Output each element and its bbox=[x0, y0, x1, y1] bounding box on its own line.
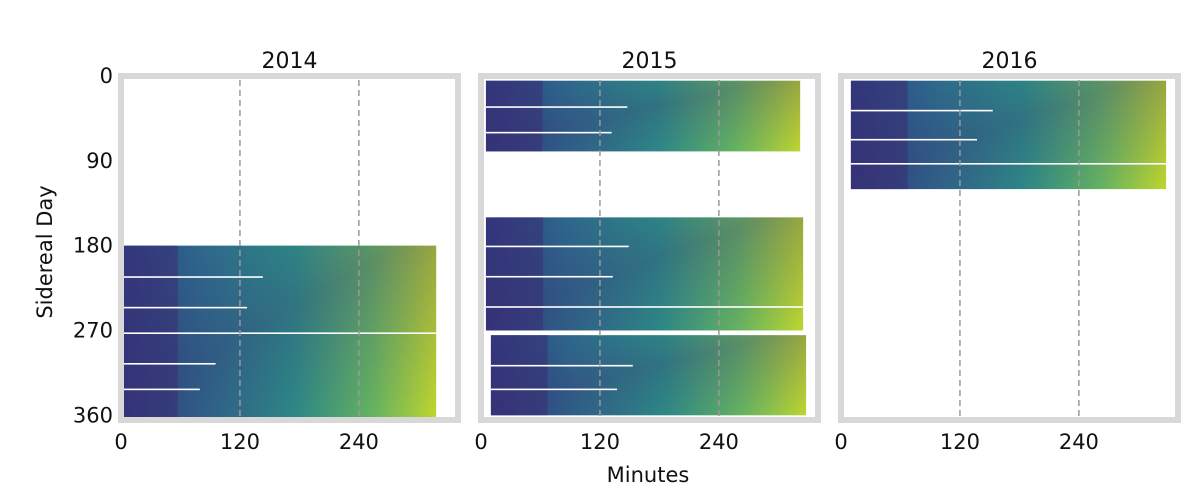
x-tick-label: 0 bbox=[114, 430, 127, 454]
panels: 2014 0 120 240 0 90 180 270 360 2015 0 120 240 2016 0 1… bbox=[73, 49, 1181, 454]
y-axis-label: Sidereal Day bbox=[33, 185, 57, 318]
data-gap-line bbox=[850, 109, 993, 112]
panel-2015: 2015 0 120 240 bbox=[474, 49, 821, 454]
y-tick-label: 90 bbox=[86, 149, 113, 173]
y-tick-label: 270 bbox=[73, 318, 113, 342]
panel-title: 2016 bbox=[982, 49, 1038, 74]
heatmap-edge bbox=[485, 80, 543, 152]
y-tick-label: 360 bbox=[73, 403, 113, 427]
x-tick-label: 0 bbox=[474, 430, 487, 454]
panel-frame bbox=[478, 73, 821, 423]
data-gap-line bbox=[485, 131, 612, 134]
data-gap-line bbox=[121, 276, 263, 278]
data-gap-line bbox=[121, 362, 216, 365]
x-tick-label: 120 bbox=[940, 430, 980, 454]
data-gap-line bbox=[490, 364, 633, 367]
heatmap-edge bbox=[485, 217, 544, 331]
data-gap-line bbox=[121, 306, 248, 309]
x-axis-label: Minutes bbox=[607, 463, 690, 487]
data-gap-line bbox=[121, 332, 437, 335]
data-gap-line bbox=[485, 275, 613, 278]
heatmap-edge bbox=[121, 245, 178, 418]
y-tick-label: 180 bbox=[73, 234, 113, 258]
heatmap-edge bbox=[490, 335, 548, 416]
panel-title: 2015 bbox=[622, 49, 678, 74]
panel-frame bbox=[838, 73, 1181, 423]
data-gap-line bbox=[485, 106, 628, 108]
data-gap-line bbox=[490, 388, 617, 391]
x-tick-label: 240 bbox=[1059, 430, 1099, 454]
x-tick-label: 240 bbox=[339, 430, 379, 454]
data-gap-line bbox=[850, 163, 1167, 165]
data-gap-line bbox=[121, 388, 200, 391]
data-gap-line bbox=[485, 245, 629, 248]
heatmap-edge bbox=[850, 80, 908, 190]
panel-title: 2014 bbox=[262, 49, 318, 74]
panel-frame bbox=[118, 73, 461, 423]
data-gap-line bbox=[850, 138, 977, 141]
x-tick-label: 0 bbox=[834, 430, 847, 454]
data-gap-line bbox=[485, 306, 804, 308]
x-tick-label: 120 bbox=[580, 430, 620, 454]
x-tick-label: 120 bbox=[220, 430, 260, 454]
x-tick-label: 240 bbox=[699, 430, 739, 454]
panel-2016: 2016 0 120 240 bbox=[834, 49, 1181, 454]
panel-2014: 2014 0 120 240 0 90 180 270 360 bbox=[73, 49, 461, 454]
y-tick-label: 0 bbox=[100, 64, 113, 88]
